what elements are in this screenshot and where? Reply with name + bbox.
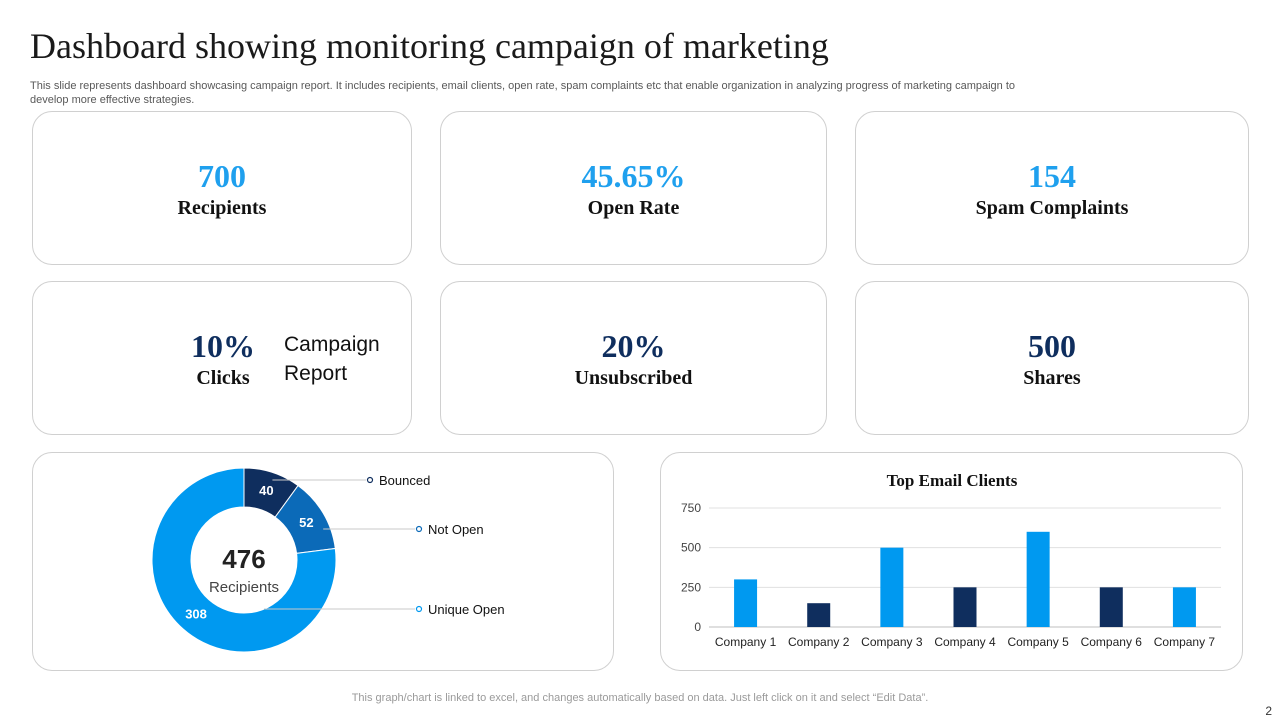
top-email-clients-chart: Top Email Clients 0 250 500 750 Company 1 Comp… — [681, 471, 1221, 649]
kpi-label: Unsubscribed — [574, 367, 693, 389]
kpi-card-spam-complaints: 154 Spam Complaints — [855, 111, 1249, 265]
kpi-value: 154 — [1028, 158, 1076, 194]
legend-label: Unique Open — [428, 602, 505, 617]
bar-company-3 — [880, 547, 904, 627]
kpi-label: Shares — [1023, 367, 1081, 389]
legend-marker — [366, 476, 374, 484]
donut-chart-card: 40 Bounced 52 Not Open 308 Unique Open 476 Reci… — [32, 452, 614, 671]
page-number: 2 — [1265, 704, 1272, 718]
y-tick-label: 750 — [681, 501, 701, 515]
donut-data-label: 308 — [185, 606, 207, 621]
donut-data-label: 40 — [259, 483, 273, 498]
campaign-report-line-2: Report — [284, 362, 348, 385]
legend-label: Not Open — [428, 522, 484, 537]
legend-marker — [415, 525, 423, 533]
x-tick-label: Company 2 — [788, 635, 850, 649]
bar-company-5 — [1026, 531, 1050, 627]
legend-marker — [415, 605, 423, 613]
bar-company-7 — [1172, 587, 1196, 627]
chart-title: Top Email Clients — [887, 471, 1018, 490]
x-tick-label: Company 7 — [1154, 635, 1216, 649]
kpi-label: Spam Complaints — [975, 197, 1129, 219]
x-tick-label: Company 4 — [934, 635, 996, 649]
kpi-value: 10% — [191, 328, 255, 364]
donut-center-value: 476 — [222, 544, 265, 574]
kpi-card-shares: 500 Shares — [855, 281, 1249, 435]
x-tick-label: Company 5 — [1007, 635, 1069, 649]
donut-slice-unique-open — [151, 467, 337, 653]
kpi-label: Clicks — [196, 367, 250, 389]
bar-chart-card: Top Email Clients 0 250 500 750 Company 1 Comp… — [660, 452, 1243, 671]
subtitle-line-1: This slide represents dashboard showcasi… — [30, 80, 1016, 92]
campaign-report-label: Campaign Report — [284, 330, 404, 388]
y-tick-label: 0 — [694, 620, 701, 634]
kpi-card-recipients: 700 Recipients — [32, 111, 412, 265]
y-tick-label: 500 — [681, 541, 701, 555]
bar-company-6 — [1099, 587, 1123, 627]
footer-note: This graph/chart is linked to excel, and… — [351, 692, 929, 704]
y-tick-label: 250 — [681, 580, 701, 594]
legend-label: Bounced — [379, 473, 430, 488]
kpi-label: Open Rate — [587, 197, 680, 219]
page-title: Dashboard showing monitoring campaign of… — [30, 26, 829, 66]
kpi-card-unsubscribed: 20% Unsubscribed — [440, 281, 827, 435]
page-subtitle: This slide represents dashboard showcasi… — [30, 79, 1130, 107]
kpi-clicks-block: 10% Clicks — [163, 282, 283, 434]
bar-company-4 — [953, 587, 977, 627]
campaign-report-line-1: Campaign — [284, 333, 380, 356]
subtitle-line-2: develop more effective strategies. — [30, 94, 195, 106]
donut-center-label: Recipients — [209, 579, 279, 596]
donut-data-label: 52 — [299, 515, 313, 530]
x-tick-label: Company 1 — [715, 635, 777, 649]
kpi-card-open-rate: 45.65% Open Rate — [440, 111, 827, 265]
kpi-card-clicks: 10% Clicks Campaign Report — [32, 281, 412, 435]
bar-company-2 — [807, 603, 831, 627]
kpi-value: 500 — [1028, 328, 1076, 364]
kpi-value: 45.65% — [581, 158, 686, 194]
recipients-donut-chart: 40 Bounced 52 Not Open 308 Unique Open 476 Reci… — [151, 467, 505, 653]
kpi-value: 700 — [198, 158, 246, 194]
kpi-label: Recipients — [177, 197, 267, 219]
x-tick-label: Company 3 — [861, 635, 923, 649]
x-tick-label: Company 6 — [1081, 635, 1143, 649]
bar-company-1 — [734, 579, 758, 627]
kpi-value: 20% — [601, 328, 666, 364]
